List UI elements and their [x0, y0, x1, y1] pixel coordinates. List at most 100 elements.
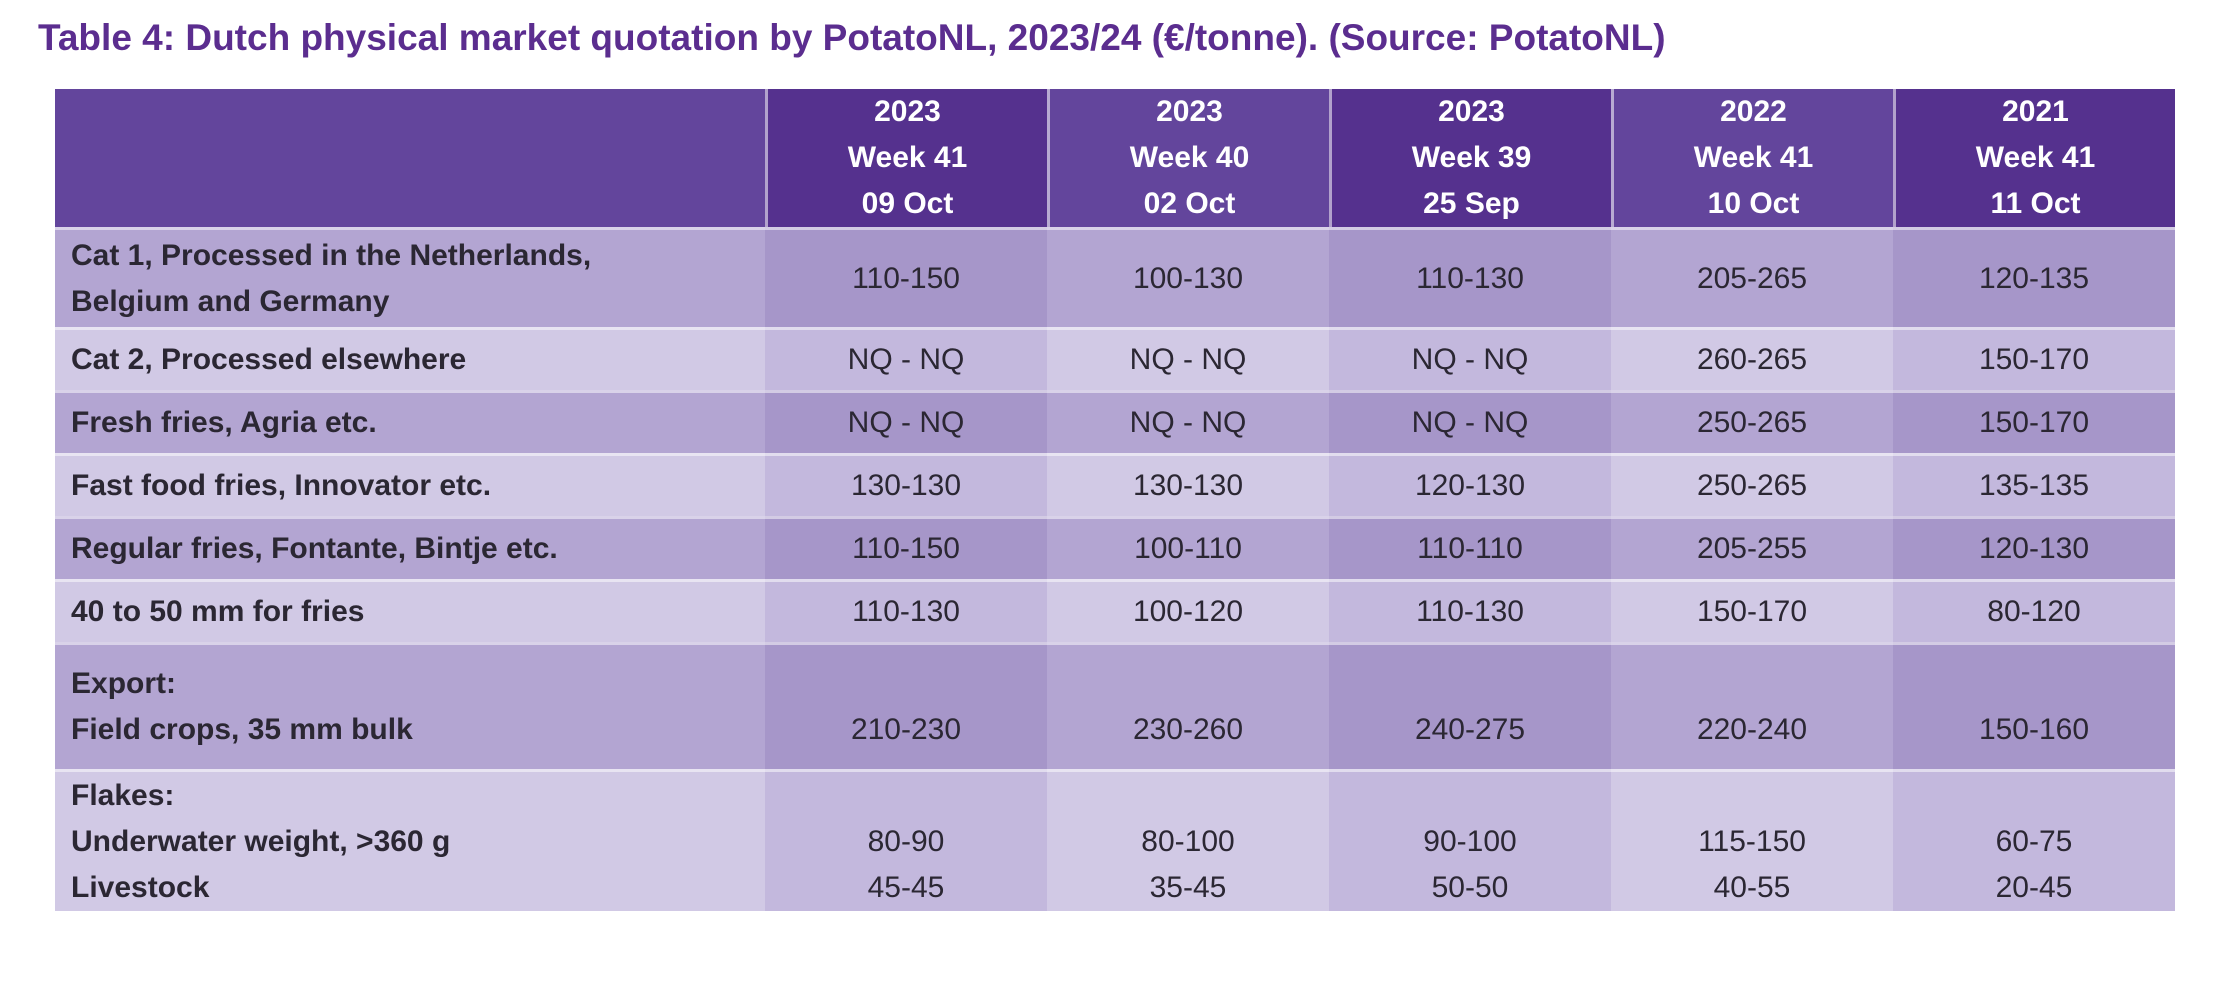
column-header: 2023 Week 41 09 Oct [765, 89, 1047, 227]
column-header-line: Week 41 [1975, 141, 2096, 174]
column-header: 2021 Week 41 11 Oct [1893, 89, 2175, 227]
row-label-line: Fast food fries, Innovator etc. [71, 469, 492, 502]
value-line: 110-130 [1416, 595, 1524, 628]
value-line [1611, 661, 1893, 707]
value-line: 40-55 [1713, 870, 1791, 904]
header-row: 2023 Week 41 09 Oct 2023 Week 40 02 Oct 2023 We… [55, 89, 2175, 227]
value-cell: 150-170 [1893, 390, 2175, 453]
value-line: 110-130 [1416, 261, 1524, 295]
value-cell: 90-100 50-50 [1329, 769, 1611, 911]
column-header-line: 25 Sep [1423, 187, 1520, 220]
table-row: Fast food fries, Innovator etc. 130-130 13… [55, 453, 2175, 516]
row-label-line: Field crops, 35 mm bulk [71, 713, 413, 746]
value-cell: 100-110 [1047, 516, 1329, 579]
value-line [765, 773, 1047, 819]
value-cell: 60-75 20-45 [1893, 769, 2175, 911]
value-cell: 110-150 [765, 516, 1047, 579]
row-label: Fresh fries, Agria etc. [55, 390, 765, 453]
value-cell: 100-130 [1047, 227, 1329, 327]
table-row: Regular fries, Fontante, Bintje etc. 110-… [55, 516, 2175, 579]
value-line [1047, 773, 1329, 819]
value-cell: NQ - NQ [1329, 327, 1611, 390]
column-header-line: Week 39 [1411, 141, 1532, 174]
value-line: NQ - NQ [1129, 343, 1247, 376]
value-line: 150-170 [1978, 406, 2090, 439]
column-header-line: 2023 [1438, 95, 1505, 128]
value-line: 60-75 [1995, 824, 2073, 858]
value-line: NQ - NQ [1129, 406, 1247, 439]
value-line: 35-45 [1149, 870, 1227, 904]
value-line: 80-90 [867, 824, 945, 858]
value-cell: NQ - NQ [1047, 327, 1329, 390]
value-line: 110-150 [852, 261, 960, 295]
row-label: Flakes: Underwater weight, >360 g Livestoc… [55, 769, 765, 911]
value-line: 115-150 [1698, 824, 1806, 858]
value-line [1893, 773, 2175, 819]
value-line: 100-120 [1132, 595, 1244, 628]
value-line [1893, 661, 2175, 707]
value-line: 110-150 [852, 532, 960, 565]
value-cell: 100-120 [1047, 579, 1329, 642]
value-line: 205-265 [1696, 261, 1808, 295]
table-header: 2023 Week 41 09 Oct 2023 Week 40 02 Oct 2023 We… [55, 89, 2175, 227]
value-line: 120-130 [1978, 532, 2090, 565]
row-label-line: Belgium and Germany [71, 284, 390, 318]
column-header-line: Week 41 [847, 141, 968, 174]
value-cell: NQ - NQ [1329, 390, 1611, 453]
value-cell: 115-150 40-55 [1611, 769, 1893, 911]
table-row: 40 to 50 mm for fries 110-130 100-120 110-1… [55, 579, 2175, 642]
value-line: 20-45 [1995, 870, 2073, 904]
value-cell: 230-260 [1047, 642, 1329, 769]
row-label: Cat 1, Processed in the Netherlands, Belg… [55, 227, 765, 327]
value-line [765, 661, 1047, 707]
column-header-line: 2022 [1720, 95, 1787, 128]
value-line: 260-265 [1696, 343, 1808, 376]
value-line: 80-120 [1987, 595, 2081, 628]
value-line: NQ - NQ [847, 343, 965, 376]
value-line: 150-170 [1978, 343, 2090, 376]
table-row: Cat 2, Processed elsewhere NQ - NQ NQ - NQ… [55, 327, 2175, 390]
table-body: Cat 1, Processed in the Netherlands, Belg… [55, 227, 2175, 911]
value-line: 120-135 [1978, 261, 2090, 295]
value-line: 130-130 [1132, 469, 1244, 502]
row-label-line: Export: [71, 667, 176, 700]
value-line: 100-110 [1134, 532, 1242, 565]
value-cell: 110-130 [765, 579, 1047, 642]
column-header-line: Week 40 [1129, 141, 1250, 174]
row-label: Fast food fries, Innovator etc. [55, 453, 765, 516]
corner-header-cell [55, 89, 765, 227]
value-cell: 250-265 [1611, 453, 1893, 516]
row-label-line: Cat 2, Processed elsewhere [71, 343, 467, 376]
column-header-line: 11 Oct [1990, 187, 2081, 220]
value-cell: 205-255 [1611, 516, 1893, 579]
column-header: 2023 Week 39 25 Sep [1329, 89, 1611, 227]
value-line: 250-265 [1696, 469, 1808, 502]
row-label-line: Cat 1, Processed in the Netherlands, [71, 238, 592, 272]
value-cell: NQ - NQ [765, 327, 1047, 390]
table-title: Table 4: Dutch physical market quotation… [38, 17, 1666, 58]
row-label: Cat 2, Processed elsewhere [55, 327, 765, 390]
value-cell: 110-150 [765, 227, 1047, 327]
value-cell: 150-160 [1893, 642, 2175, 769]
value-line: 90-100 [1423, 824, 1517, 858]
row-label-line: Fresh fries, Agria etc. [71, 406, 377, 439]
value-line [1329, 661, 1611, 707]
row-label: Export: Field crops, 35 mm bulk [55, 642, 765, 769]
column-header-line: 2023 [874, 95, 941, 128]
value-cell: 80-100 35-45 [1047, 769, 1329, 911]
column-header: 2022 Week 41 10 Oct [1611, 89, 1893, 227]
column-header: 2023 Week 40 02 Oct [1047, 89, 1329, 227]
column-header-line: 2023 [1156, 95, 1223, 128]
value-line: 220-240 [1696, 713, 1808, 746]
value-cell: 80-120 [1893, 579, 2175, 642]
value-cell: 110-130 [1329, 227, 1611, 327]
value-line: 230-260 [1132, 713, 1244, 746]
value-cell: 150-170 [1611, 579, 1893, 642]
value-cell: 135-135 [1893, 453, 2175, 516]
value-line: 150-170 [1696, 595, 1808, 628]
value-cell: 205-265 [1611, 227, 1893, 327]
table-row: Fresh fries, Agria etc. NQ - NQ NQ - NQ NQ … [55, 390, 2175, 453]
table-row: Cat 1, Processed in the Netherlands, Belg… [55, 227, 2175, 327]
value-cell: 260-265 [1611, 327, 1893, 390]
value-line: NQ - NQ [1411, 406, 1529, 439]
